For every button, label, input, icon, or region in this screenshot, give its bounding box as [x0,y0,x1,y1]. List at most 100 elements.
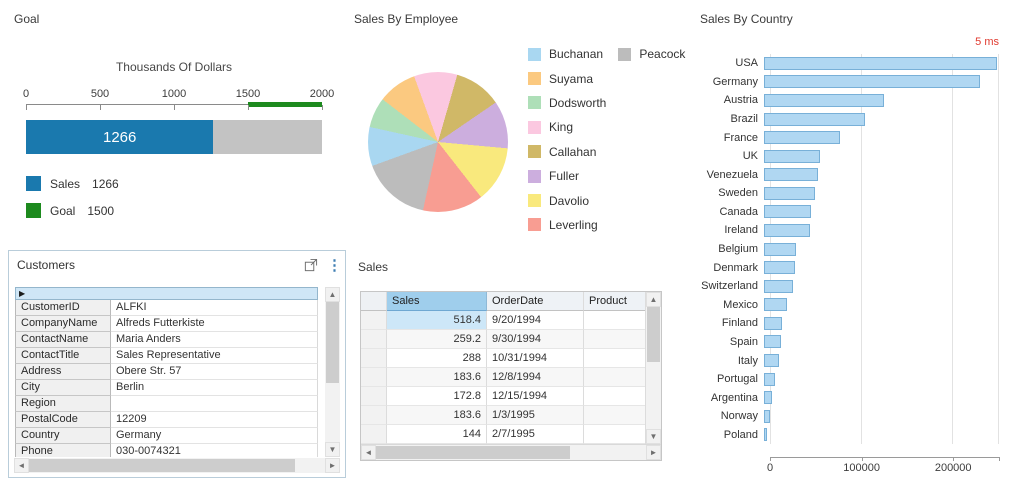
bar[interactable] [764,335,781,349]
row-selector[interactable] [361,349,387,368]
bar[interactable] [764,168,818,182]
legend-item[interactable]: Fuller [528,169,606,183]
scrollbar-track[interactable] [376,445,646,460]
bar[interactable] [764,56,998,70]
field-value[interactable]: Germany [111,428,318,444]
legend-item[interactable]: Goal 1500 [26,197,322,224]
cell-orderdate[interactable]: 1/3/1995 [487,406,584,425]
cell-sales[interactable]: 288 [387,349,487,368]
bar[interactable] [764,409,770,423]
field-value[interactable]: Alfreds Futterkiste [111,316,318,332]
bar[interactable] [764,93,885,107]
cell-orderdate[interactable]: 2/7/1995 [487,425,584,444]
scroll-up-button[interactable]: ▲ [646,292,661,307]
record-pointer-row[interactable]: ▶ [15,287,318,300]
bar[interactable] [764,112,865,126]
bar[interactable] [764,279,794,293]
bar[interactable] [764,205,811,219]
row-selector[interactable] [361,311,387,330]
legend-item[interactable]: Suyama [528,72,606,86]
cell-orderdate[interactable]: 9/20/1994 [487,311,584,330]
legend-item[interactable]: Buchanan [528,47,606,61]
legend-item[interactable]: Callahan [528,145,606,159]
legend-item[interactable]: Peacock [618,47,685,61]
sales-horizontal-scrollbar[interactable]: ◄ ► [361,444,661,460]
row-selector[interactable] [361,368,387,387]
cell-orderdate[interactable]: 12/8/1994 [487,368,584,387]
scrollbar-track[interactable] [325,302,340,442]
sales-grid: Sales OrderDate Product 518.4 9/20/1994 259.… [360,291,662,461]
cell-sales[interactable]: 518.4 [387,311,487,330]
row-selector[interactable] [361,330,387,349]
cell-product[interactable] [584,406,645,425]
cell-sales[interactable]: 172.8 [387,387,487,406]
legend-item[interactable]: Leverling [528,218,606,232]
bar[interactable] [764,242,796,256]
bar[interactable] [764,428,768,442]
bar[interactable] [764,261,796,275]
customers-vertical-scrollbar[interactable]: ▲ ▼ [325,287,340,457]
sales-bar[interactable]: 1266 [26,120,214,154]
customers-horizontal-scrollbar[interactable]: ◄ ► [14,458,340,473]
cell-orderdate[interactable]: 12/15/1994 [487,387,584,406]
column-header-sales[interactable]: Sales [387,292,487,311]
bar[interactable] [764,186,815,200]
scroll-left-button[interactable]: ◄ [361,445,376,460]
cell-product[interactable] [584,330,645,349]
cell-sales[interactable]: 183.6 [387,406,487,425]
sales-vertical-scrollbar[interactable]: ▲ ▼ [645,292,661,444]
field-value[interactable]: Obere Str. 57 [111,364,318,380]
scroll-down-button[interactable]: ▼ [325,442,340,457]
pie-chart[interactable] [368,72,508,212]
bar[interactable] [764,223,811,237]
legend-item[interactable]: King [528,120,606,134]
bar[interactable] [764,298,787,312]
legend-item[interactable]: Sales 1266 [26,170,322,197]
scrollbar-track[interactable] [29,458,325,473]
scroll-down-button[interactable]: ▼ [646,429,661,444]
bar[interactable] [764,354,780,368]
field-value[interactable]: 12209 [111,412,318,428]
cell-product[interactable] [584,387,645,406]
bar[interactable] [764,372,776,386]
scroll-left-button[interactable]: ◄ [14,458,29,473]
cell-sales[interactable]: 183.6 [387,368,487,387]
cell-sales[interactable]: 259.2 [387,330,487,349]
scrollbar-thumb[interactable] [647,307,660,362]
legend-item[interactable]: Davolio [528,194,606,208]
popout-icon[interactable] [303,258,318,273]
scrollbar-thumb[interactable] [29,459,296,472]
scroll-right-button[interactable]: ► [646,445,661,460]
bar[interactable] [764,316,782,330]
bar[interactable] [764,75,981,89]
column-header-product[interactable]: Product [584,292,645,311]
scrollbar-track[interactable] [646,307,661,429]
legend-item[interactable]: Dodsworth [528,96,606,110]
field-value[interactable]: ALFKI [111,300,318,316]
cell-orderdate[interactable]: 10/31/1994 [487,349,584,368]
scrollbar-thumb[interactable] [376,446,571,459]
cell-sales[interactable]: 144 [387,425,487,444]
field-value[interactable]: 030-0074321 [111,444,318,457]
row-selector[interactable] [361,406,387,425]
field-value[interactable]: Sales Representative [111,348,318,364]
row-selector[interactable] [361,387,387,406]
menu-dots-icon[interactable]: ⋮ [327,256,342,274]
cell-product[interactable] [584,425,645,444]
bar[interactable] [764,131,841,145]
row-selector[interactable] [361,425,387,444]
scrollbar-thumb[interactable] [326,302,339,384]
cell-orderdate[interactable]: 9/30/1994 [487,330,584,349]
cell-product[interactable] [584,368,645,387]
cell-product[interactable] [584,311,645,330]
scroll-up-button[interactable]: ▲ [325,287,340,302]
scroll-right-button[interactable]: ► [325,458,340,473]
field-value[interactable] [111,396,318,412]
bar[interactable] [764,391,773,405]
goal-legend: Sales 1266 Goal 1500 [26,170,322,224]
cell-product[interactable] [584,349,645,368]
column-header-orderdate[interactable]: OrderDate [487,292,584,311]
field-value[interactable]: Berlin [111,380,318,396]
field-value[interactable]: Maria Anders [111,332,318,348]
bar[interactable] [764,149,821,163]
